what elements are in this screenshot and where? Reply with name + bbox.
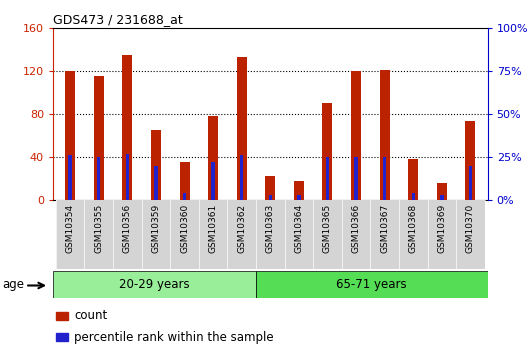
Text: GSM10361: GSM10361 [209, 204, 218, 253]
Bar [94, 76, 104, 200]
Bar [313, 200, 342, 269]
Text: GSM10356: GSM10356 [123, 204, 132, 253]
Bar [56, 312, 68, 320]
Bar [411, 193, 415, 200]
Text: percentile rank within the sample: percentile rank within the sample [74, 331, 274, 344]
Bar [84, 200, 113, 269]
Bar [428, 200, 456, 269]
Bar [440, 195, 444, 200]
Bar [211, 162, 215, 200]
Text: count: count [74, 309, 108, 322]
Bar [256, 271, 488, 298]
Text: age: age [3, 278, 25, 291]
Bar [154, 166, 158, 200]
Bar [469, 166, 472, 200]
Text: GSM10359: GSM10359 [152, 204, 161, 253]
Bar [294, 181, 304, 200]
Bar [170, 200, 199, 269]
Text: GSM10370: GSM10370 [466, 204, 475, 253]
Text: GDS473 / 231688_at: GDS473 / 231688_at [53, 13, 183, 27]
Bar [199, 200, 227, 269]
Bar [56, 200, 84, 269]
Bar [97, 157, 101, 200]
Bar [237, 57, 246, 200]
Bar [465, 121, 475, 200]
Bar [56, 333, 68, 342]
Text: GSM10363: GSM10363 [266, 204, 275, 253]
Bar [65, 71, 75, 200]
Bar [399, 200, 428, 269]
Bar [151, 130, 161, 200]
Bar [379, 70, 390, 200]
Text: GSM10369: GSM10369 [437, 204, 446, 253]
Bar [208, 116, 218, 200]
Bar [355, 157, 358, 200]
Bar [227, 200, 256, 269]
Bar [322, 103, 332, 200]
Bar [266, 176, 275, 200]
Bar [53, 271, 256, 298]
Bar [68, 155, 72, 200]
Text: GSM10364: GSM10364 [294, 204, 303, 253]
Bar [370, 200, 399, 269]
Text: GSM10355: GSM10355 [94, 204, 103, 253]
Text: GSM10360: GSM10360 [180, 204, 189, 253]
Bar [456, 200, 485, 269]
Text: GSM10362: GSM10362 [237, 204, 246, 253]
Bar [183, 193, 186, 200]
Bar [122, 55, 132, 200]
Bar [351, 71, 361, 200]
Bar [408, 159, 418, 200]
Bar [126, 154, 129, 200]
Bar [342, 200, 370, 269]
Bar [180, 162, 190, 200]
Bar [142, 200, 170, 269]
Text: GSM10366: GSM10366 [351, 204, 360, 253]
Text: GSM10354: GSM10354 [66, 204, 75, 253]
Bar [269, 195, 272, 200]
Bar [437, 183, 447, 200]
Bar [326, 157, 329, 200]
Bar [113, 200, 142, 269]
Bar [285, 200, 313, 269]
Text: 65-71 years: 65-71 years [337, 278, 407, 291]
Text: 20-29 years: 20-29 years [119, 278, 190, 291]
Bar [383, 157, 386, 200]
Bar [256, 200, 285, 269]
Text: GSM10365: GSM10365 [323, 204, 332, 253]
Bar [240, 155, 243, 200]
Text: GSM10368: GSM10368 [409, 204, 418, 253]
Text: GSM10367: GSM10367 [380, 204, 389, 253]
Bar [297, 195, 301, 200]
